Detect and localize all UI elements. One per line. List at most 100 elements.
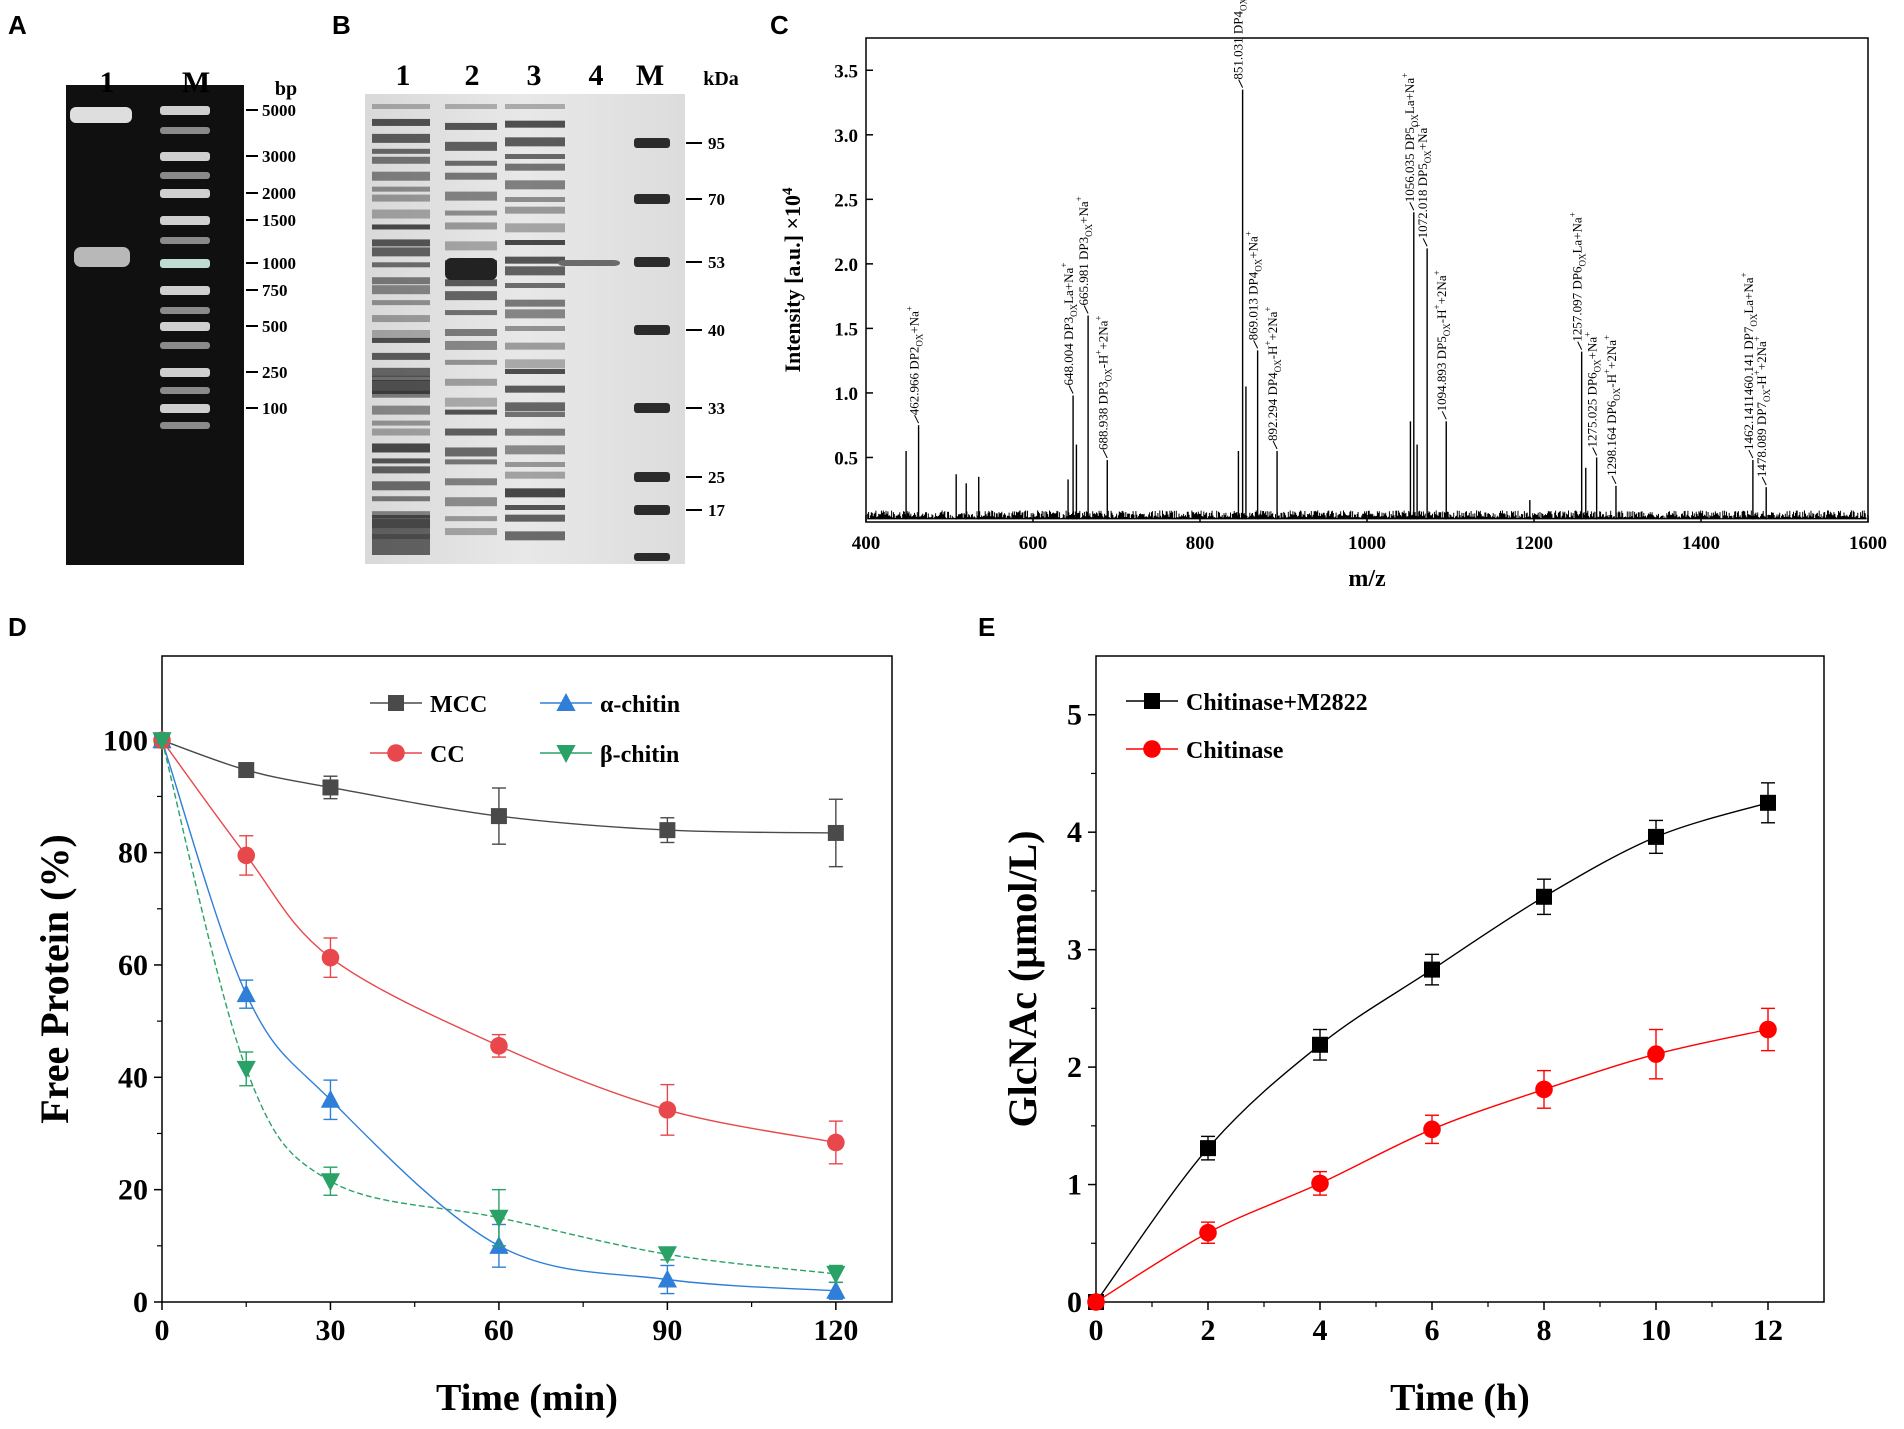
chart-e-x-tick-label: 0 xyxy=(1089,1314,1104,1347)
gel-b-protein-band xyxy=(372,481,430,491)
chart-d-y-tick-label: 100 xyxy=(103,724,148,757)
chart-c-peak-annotation: 851.031 DP4OXLa+Na+ xyxy=(1229,0,1249,80)
chart-c-annotation-sub: OX xyxy=(1239,0,1249,11)
chart-d-data-point xyxy=(320,1173,341,1192)
chart-c-annotation-sub: OX xyxy=(1410,114,1420,127)
chart-c-annotation-tail: +2Na xyxy=(1434,275,1449,304)
chart-e-data-point xyxy=(1199,1223,1217,1242)
chart-d: 0 30 60 90 120 0 20 40 60 80 100 Time (min) Free Pro… xyxy=(32,655,893,1419)
gel-b-protein-band xyxy=(372,171,430,181)
gel-b-marker-band xyxy=(634,325,670,335)
chart-c-annotation-leader xyxy=(1068,385,1074,394)
chart-e-data-point xyxy=(1424,961,1440,978)
chart-c-annotation-mz: 1072.018 xyxy=(1415,186,1430,238)
chart-c-y-tick-label: 2.5 xyxy=(834,190,858,211)
chart-e-data-point xyxy=(1647,1045,1665,1063)
chart-e-legend-label: Chitinase+M2822 xyxy=(1186,690,1368,716)
chart-c-y-axis-label: Intensity [a.u.] ×104 xyxy=(780,187,805,373)
chart-d-data-point xyxy=(152,732,172,751)
gel-a-ladder-band xyxy=(160,106,210,115)
gel-b-protein-band xyxy=(505,299,565,307)
chart-e-data-point xyxy=(1311,1174,1329,1193)
chart-c-annotation-mz: 869.013 xyxy=(1246,295,1261,341)
gel-b-protein-band xyxy=(505,180,565,190)
gel-b-protein-band xyxy=(372,285,430,295)
chart-d-data-point xyxy=(320,1089,341,1108)
chart-c-x-axis-label: m/z xyxy=(1348,566,1386,592)
gel-b-protein-band xyxy=(372,224,430,230)
chart-c-annotation-label: DP4 xyxy=(1231,11,1246,35)
gel-a-ladder-band xyxy=(160,368,210,377)
gel-b-protein-band xyxy=(445,241,497,251)
gel-b-protein-band xyxy=(372,300,430,306)
gel-a-marker-label: 750 xyxy=(262,281,288,300)
chart-e-data-point xyxy=(1423,1120,1441,1139)
gel-a-marker-label: 5000 xyxy=(262,101,296,120)
gel-b-protein-band xyxy=(445,279,497,287)
chart-c-annotation-mz: 1462.1411460.141 xyxy=(1741,350,1756,450)
chart-e-data-point xyxy=(1200,1140,1216,1157)
gel-b-protein-band xyxy=(445,160,497,166)
gel-b-protein-band xyxy=(445,378,497,386)
gel-b-lane-4-label: 4 xyxy=(589,59,604,92)
chart-c-annotation-label: DP6 xyxy=(1604,400,1619,424)
chart-e-data-point xyxy=(1759,1020,1777,1039)
gel-b-marker-band xyxy=(634,194,670,204)
chart-d-x-tick-label: 0 xyxy=(155,1314,170,1347)
chart-d-x-tick-label: 120 xyxy=(813,1314,858,1347)
chart-c-annotation-label: DP5 xyxy=(1434,336,1449,359)
chart-c-annotation-tail-sup: + xyxy=(1263,307,1273,312)
gel-b-unit-label: kDa xyxy=(703,68,739,90)
chart-c-annotation-tail: +2Na xyxy=(1754,341,1769,370)
chart-c-peak-annotation: 1072.018 DP5OX+Na+ xyxy=(1413,123,1433,239)
chart-c-frame xyxy=(865,37,1869,523)
gel-b-protein-band xyxy=(372,352,430,360)
chart-e-legend-label: Chitinase xyxy=(1186,738,1284,764)
chart-d-x-tick-label: 60 xyxy=(484,1314,514,1347)
gel-b-protein-band xyxy=(505,283,565,288)
gel-b-protein-band xyxy=(445,104,497,109)
chart-c-annotation-suffix: +Na xyxy=(1585,337,1600,360)
gel-a-marker-label: 2000 xyxy=(262,184,296,203)
chart-c-annotation-leader xyxy=(1422,238,1428,247)
gel-b-marker-band xyxy=(634,257,670,267)
chart-d-data-point xyxy=(827,824,844,841)
gel-b-protein-band xyxy=(505,197,565,202)
gel-b-protein-band xyxy=(445,428,497,436)
gel-a-ladder-band xyxy=(160,404,210,413)
gel-b-protein-band xyxy=(505,154,565,159)
chart-c-annotation-label: DP7 xyxy=(1741,326,1756,350)
chart-e-x-tick-label: 4 xyxy=(1313,1314,1328,1347)
gel-b-protein-band xyxy=(445,447,497,457)
chart-d-y-tick-label: 0 xyxy=(133,1286,148,1319)
gel-a-sample-band xyxy=(74,247,130,267)
gel-b-protein-band xyxy=(372,262,430,268)
gel-b-protein-band xyxy=(372,315,430,323)
chart-c-annotation-suffix: +Na xyxy=(1076,201,1091,224)
chart-d-data-point xyxy=(490,1037,508,1055)
gel-b-protein-band xyxy=(372,148,430,154)
chart-d-y-axis-label: Free Protein (%) xyxy=(32,834,77,1124)
chart-e-data-point xyxy=(1536,888,1552,905)
gel-b-marker-label: 33 xyxy=(708,399,725,418)
chart-c-annotation-suffix: La+Na xyxy=(1061,267,1076,303)
gel-b-protein-band xyxy=(445,359,497,365)
gel-b-marker-label: 40 xyxy=(708,321,725,340)
chart-d-data-point xyxy=(657,1246,677,1265)
gel-b-protein-band xyxy=(372,156,430,164)
gel-b-protein-band xyxy=(445,172,497,180)
gel-b-target-band xyxy=(558,260,620,266)
chart-d-legend-marker xyxy=(556,745,576,763)
chart-c-annotation-suffix: +Na xyxy=(1415,128,1430,151)
chart-c-peak-annotation: 1298.164 DP6OX-H++2Na+ xyxy=(1602,335,1622,476)
gel-b-protein-band xyxy=(372,367,430,377)
gel-b-protein-band xyxy=(505,402,565,412)
chart-c-annotation-sup: + xyxy=(1059,263,1069,268)
chart-e-series-line xyxy=(1095,802,1769,1303)
gel-b-marker-label: 70 xyxy=(708,190,725,209)
gel-b-marker-band xyxy=(634,472,670,482)
chart-d-data-point xyxy=(826,1280,846,1299)
chart-e-y-tick-label: 4 xyxy=(1067,816,1082,849)
chart-c-annotation-tail-sup: + xyxy=(1752,336,1762,341)
gel-a-ladder-band xyxy=(160,152,210,161)
